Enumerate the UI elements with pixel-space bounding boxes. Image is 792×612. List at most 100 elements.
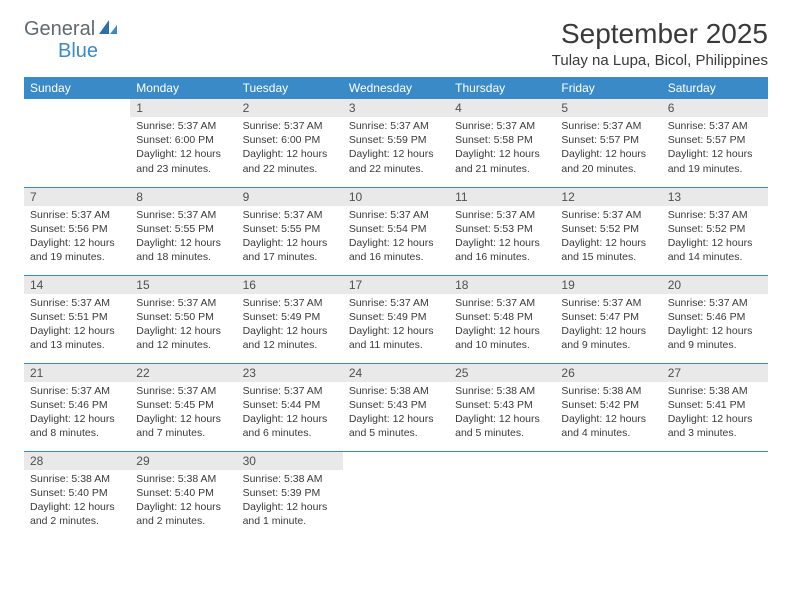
day-line-ss: Sunset: 5:52 PM bbox=[668, 222, 762, 236]
day-line-ss: Sunset: 5:57 PM bbox=[561, 133, 655, 147]
day-number: 11 bbox=[449, 188, 555, 206]
day-line-sr: Sunrise: 5:37 AM bbox=[668, 296, 762, 310]
day-line-d1: Daylight: 12 hours bbox=[561, 412, 655, 426]
day-cell: 20Sunrise: 5:37 AMSunset: 5:46 PMDayligh… bbox=[662, 275, 768, 363]
day-line-d2: and 7 minutes. bbox=[136, 426, 230, 440]
day-details: Sunrise: 5:38 AMSunset: 5:39 PMDaylight:… bbox=[237, 470, 343, 533]
day-line-sr: Sunrise: 5:37 AM bbox=[136, 208, 230, 222]
logo: General Blue bbox=[24, 18, 119, 62]
day-line-d1: Daylight: 12 hours bbox=[136, 500, 230, 514]
day-number: 27 bbox=[662, 364, 768, 382]
day-line-ss: Sunset: 5:55 PM bbox=[136, 222, 230, 236]
day-details: Sunrise: 5:37 AMSunset: 5:51 PMDaylight:… bbox=[24, 294, 130, 357]
day-number: 3 bbox=[343, 99, 449, 117]
day-line-d1: Daylight: 12 hours bbox=[455, 324, 549, 338]
day-details: Sunrise: 5:37 AMSunset: 5:55 PMDaylight:… bbox=[130, 206, 236, 269]
day-cell: 5Sunrise: 5:37 AMSunset: 5:57 PMDaylight… bbox=[555, 99, 661, 187]
day-details: Sunrise: 5:37 AMSunset: 5:54 PMDaylight:… bbox=[343, 206, 449, 269]
day-number: 30 bbox=[237, 452, 343, 470]
day-cell: 13Sunrise: 5:37 AMSunset: 5:52 PMDayligh… bbox=[662, 187, 768, 275]
day-cell bbox=[24, 99, 130, 187]
day-line-ss: Sunset: 5:40 PM bbox=[30, 486, 124, 500]
day-line-d2: and 21 minutes. bbox=[455, 162, 549, 176]
day-line-d1: Daylight: 12 hours bbox=[455, 412, 549, 426]
day-line-sr: Sunrise: 5:37 AM bbox=[668, 208, 762, 222]
day-line-d1: Daylight: 12 hours bbox=[136, 147, 230, 161]
day-number: 23 bbox=[237, 364, 343, 382]
day-cell: 10Sunrise: 5:37 AMSunset: 5:54 PMDayligh… bbox=[343, 187, 449, 275]
day-line-d1: Daylight: 12 hours bbox=[349, 324, 443, 338]
day-cell: 8Sunrise: 5:37 AMSunset: 5:55 PMDaylight… bbox=[130, 187, 236, 275]
day-line-d1: Daylight: 12 hours bbox=[30, 412, 124, 426]
day-line-d1: Daylight: 12 hours bbox=[349, 412, 443, 426]
day-cell: 14Sunrise: 5:37 AMSunset: 5:51 PMDayligh… bbox=[24, 275, 130, 363]
day-details: Sunrise: 5:37 AMSunset: 5:45 PMDaylight:… bbox=[130, 382, 236, 445]
day-number: 25 bbox=[449, 364, 555, 382]
day-line-d2: and 18 minutes. bbox=[136, 250, 230, 264]
day-line-ss: Sunset: 5:50 PM bbox=[136, 310, 230, 324]
day-line-d2: and 2 minutes. bbox=[136, 514, 230, 528]
day-line-ss: Sunset: 5:44 PM bbox=[243, 398, 337, 412]
day-number: 14 bbox=[24, 276, 130, 294]
day-cell: 7Sunrise: 5:37 AMSunset: 5:56 PMDaylight… bbox=[24, 187, 130, 275]
day-line-ss: Sunset: 5:52 PM bbox=[561, 222, 655, 236]
day-details: Sunrise: 5:37 AMSunset: 5:56 PMDaylight:… bbox=[24, 206, 130, 269]
day-cell: 2Sunrise: 5:37 AMSunset: 6:00 PMDaylight… bbox=[237, 99, 343, 187]
day-line-d2: and 16 minutes. bbox=[455, 250, 549, 264]
day-line-sr: Sunrise: 5:37 AM bbox=[243, 119, 337, 133]
day-details: Sunrise: 5:37 AMSunset: 5:47 PMDaylight:… bbox=[555, 294, 661, 357]
day-cell bbox=[343, 451, 449, 539]
day-number: 18 bbox=[449, 276, 555, 294]
day-cell: 4Sunrise: 5:37 AMSunset: 5:58 PMDaylight… bbox=[449, 99, 555, 187]
day-line-ss: Sunset: 5:43 PM bbox=[455, 398, 549, 412]
day-line-sr: Sunrise: 5:38 AM bbox=[349, 384, 443, 398]
day-line-ss: Sunset: 5:51 PM bbox=[30, 310, 124, 324]
day-details: Sunrise: 5:38 AMSunset: 5:40 PMDaylight:… bbox=[130, 470, 236, 533]
day-line-d1: Daylight: 12 hours bbox=[243, 147, 337, 161]
day-number: 20 bbox=[662, 276, 768, 294]
day-line-ss: Sunset: 5:43 PM bbox=[349, 398, 443, 412]
day-line-d2: and 12 minutes. bbox=[243, 338, 337, 352]
day-cell: 17Sunrise: 5:37 AMSunset: 5:49 PMDayligh… bbox=[343, 275, 449, 363]
day-line-d2: and 3 minutes. bbox=[668, 426, 762, 440]
calendar-table: SundayMondayTuesdayWednesdayThursdayFrid… bbox=[24, 77, 768, 539]
day-details: Sunrise: 5:38 AMSunset: 5:42 PMDaylight:… bbox=[555, 382, 661, 445]
day-line-sr: Sunrise: 5:37 AM bbox=[243, 296, 337, 310]
day-line-d1: Daylight: 12 hours bbox=[668, 324, 762, 338]
day-line-sr: Sunrise: 5:37 AM bbox=[30, 208, 124, 222]
day-details: Sunrise: 5:37 AMSunset: 5:52 PMDaylight:… bbox=[555, 206, 661, 269]
day-line-d2: and 20 minutes. bbox=[561, 162, 655, 176]
day-cell bbox=[449, 451, 555, 539]
day-line-d1: Daylight: 12 hours bbox=[668, 147, 762, 161]
day-details: Sunrise: 5:37 AMSunset: 5:58 PMDaylight:… bbox=[449, 117, 555, 180]
day-line-d2: and 5 minutes. bbox=[455, 426, 549, 440]
day-line-d2: and 4 minutes. bbox=[561, 426, 655, 440]
day-cell: 29Sunrise: 5:38 AMSunset: 5:40 PMDayligh… bbox=[130, 451, 236, 539]
weekday-header: Wednesday bbox=[343, 77, 449, 99]
day-line-d2: and 9 minutes. bbox=[561, 338, 655, 352]
day-number: 9 bbox=[237, 188, 343, 206]
week-row: 1Sunrise: 5:37 AMSunset: 6:00 PMDaylight… bbox=[24, 99, 768, 187]
day-line-d1: Daylight: 12 hours bbox=[136, 236, 230, 250]
day-details: Sunrise: 5:37 AMSunset: 5:57 PMDaylight:… bbox=[662, 117, 768, 180]
day-line-sr: Sunrise: 5:37 AM bbox=[243, 384, 337, 398]
day-number: 21 bbox=[24, 364, 130, 382]
day-line-ss: Sunset: 5:41 PM bbox=[668, 398, 762, 412]
day-cell: 22Sunrise: 5:37 AMSunset: 5:45 PMDayligh… bbox=[130, 363, 236, 451]
day-cell: 9Sunrise: 5:37 AMSunset: 5:55 PMDaylight… bbox=[237, 187, 343, 275]
day-cell: 16Sunrise: 5:37 AMSunset: 5:49 PMDayligh… bbox=[237, 275, 343, 363]
day-line-d1: Daylight: 12 hours bbox=[455, 236, 549, 250]
day-line-d2: and 22 minutes. bbox=[243, 162, 337, 176]
day-line-d1: Daylight: 12 hours bbox=[561, 147, 655, 161]
day-line-d1: Daylight: 12 hours bbox=[243, 324, 337, 338]
day-line-d1: Daylight: 12 hours bbox=[349, 236, 443, 250]
month-title: September 2025 bbox=[552, 18, 768, 50]
day-cell bbox=[662, 451, 768, 539]
logo-word-general: General bbox=[24, 19, 95, 40]
day-cell: 28Sunrise: 5:38 AMSunset: 5:40 PMDayligh… bbox=[24, 451, 130, 539]
day-line-d2: and 22 minutes. bbox=[349, 162, 443, 176]
day-cell: 19Sunrise: 5:37 AMSunset: 5:47 PMDayligh… bbox=[555, 275, 661, 363]
day-details: Sunrise: 5:37 AMSunset: 5:46 PMDaylight:… bbox=[24, 382, 130, 445]
day-line-sr: Sunrise: 5:38 AM bbox=[243, 472, 337, 486]
weekday-header: Monday bbox=[130, 77, 236, 99]
